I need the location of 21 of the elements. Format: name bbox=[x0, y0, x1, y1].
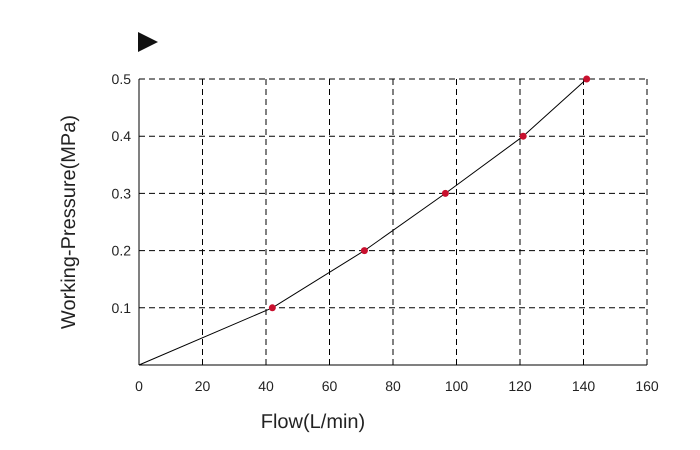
x-tick-label: 40 bbox=[258, 378, 274, 394]
x-tick-label: 0 bbox=[135, 378, 144, 394]
x-tick-label: 160 bbox=[635, 378, 659, 394]
point bbox=[360, 247, 368, 254]
point bbox=[442, 190, 449, 197]
x-tick-label: 60 bbox=[322, 378, 338, 394]
y-tick-label: 0.1 bbox=[112, 300, 132, 316]
y-tick-label: 0.5 bbox=[112, 70, 132, 87]
x-tick-label: 140 bbox=[572, 378, 596, 394]
point bbox=[583, 76, 590, 82]
point bbox=[268, 304, 276, 312]
point bbox=[520, 132, 527, 140]
x-tick-label: 20 bbox=[194, 378, 210, 394]
x-axis-title: Flow(L/min) bbox=[260, 411, 366, 433]
y-tick-label: 0.2 bbox=[112, 242, 132, 259]
y-tick-label: 0.4 bbox=[112, 128, 132, 144]
y-tick-label: 0.3 bbox=[112, 185, 132, 202]
x-tick-label: 120 bbox=[508, 378, 532, 394]
x-tick-label: 100 bbox=[444, 378, 468, 394]
x-tick-label: 80 bbox=[385, 378, 401, 394]
y-axis-title: Working-Pressure(MPa) bbox=[58, 114, 80, 330]
